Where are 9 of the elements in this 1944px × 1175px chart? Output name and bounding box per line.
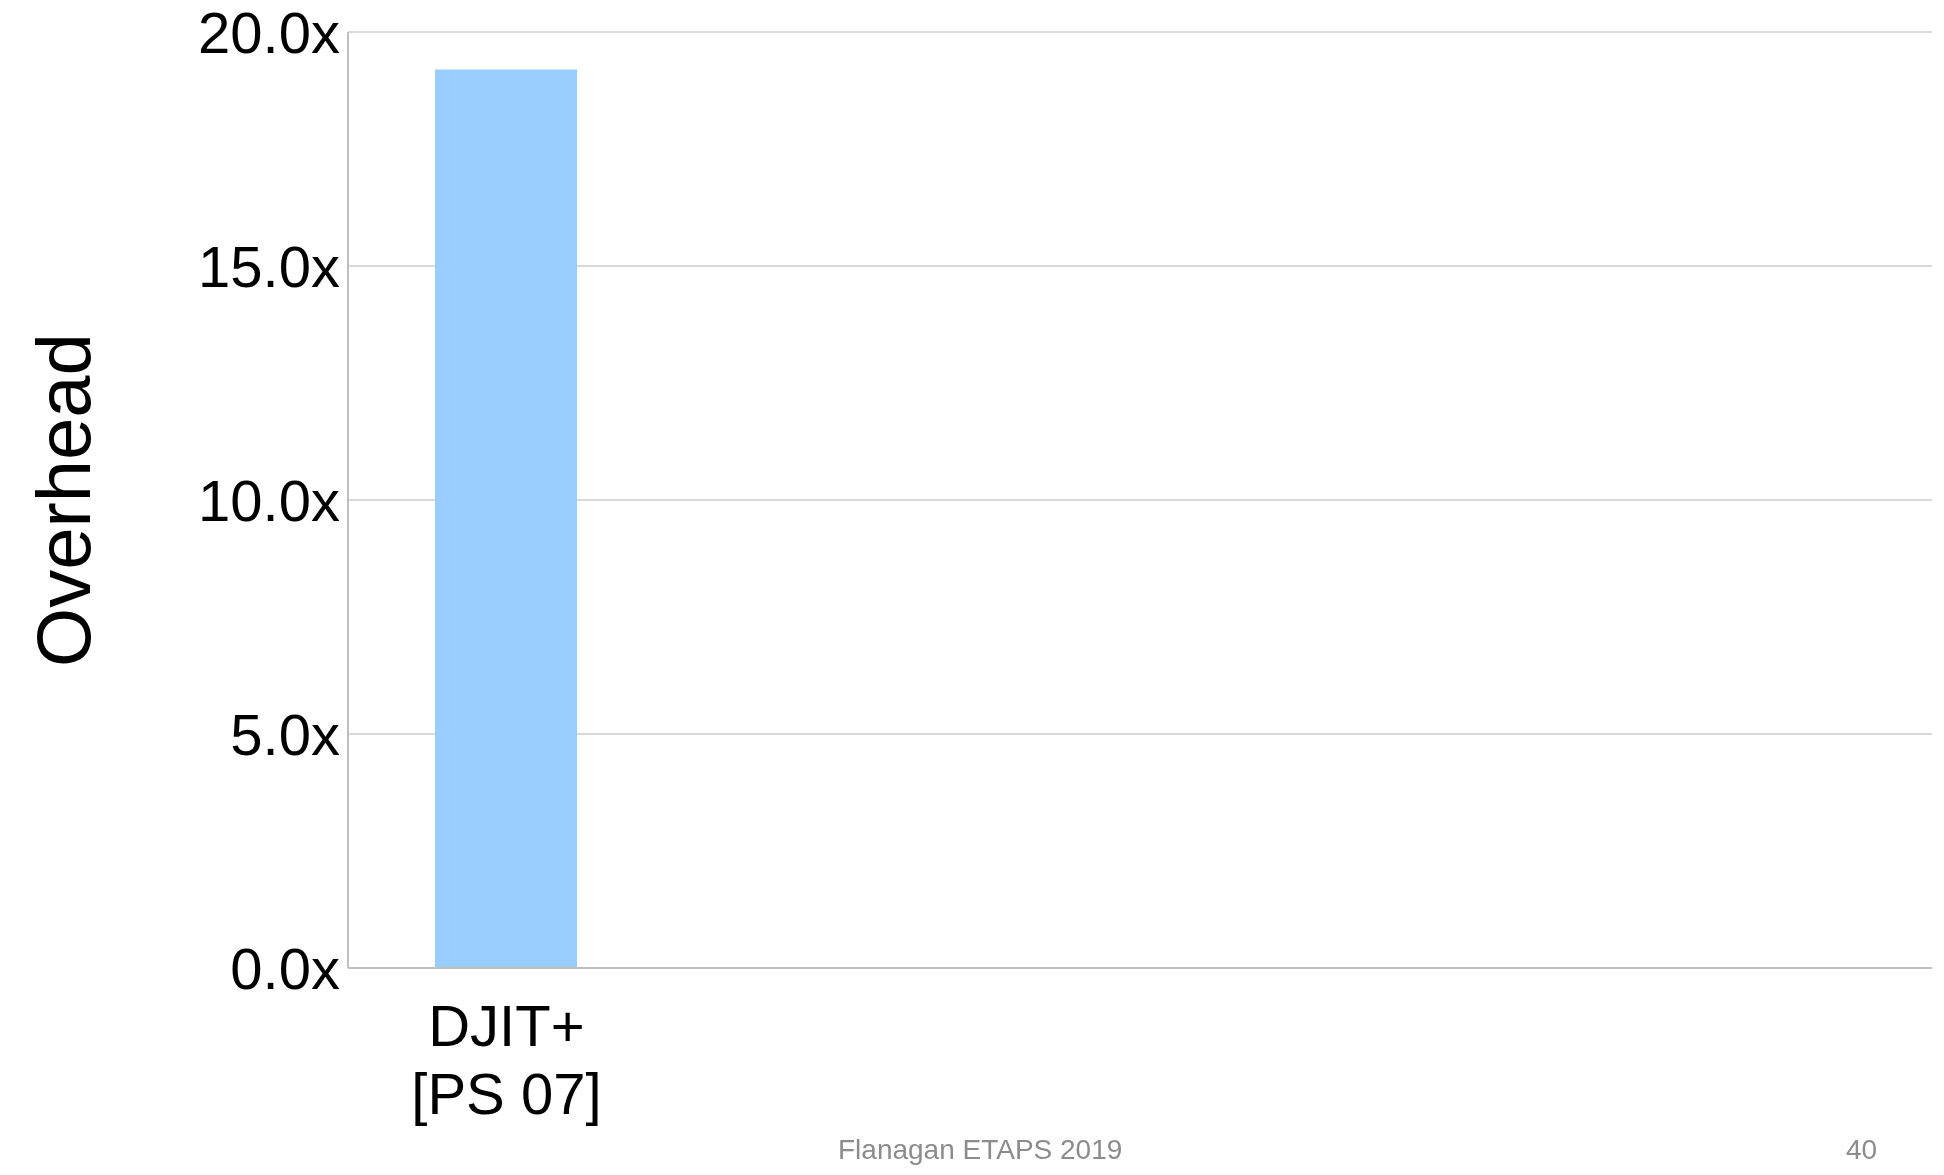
y-tick-label: 15.0x xyxy=(198,233,340,299)
y-tick-label: 10.0x xyxy=(198,467,340,533)
y-axis-title: Overhead xyxy=(20,333,106,667)
y-tick-label: 0.0x xyxy=(230,935,340,1001)
y-tick-label: 20.0x xyxy=(198,0,340,65)
y-tick-label: 5.0x xyxy=(230,701,340,767)
text: 40 xyxy=(1846,1134,1878,1166)
text: Flanagan ETAPS 2019 xyxy=(838,1134,1123,1166)
x-tick-label: DJIT+ [PS 07] xyxy=(411,993,602,1126)
